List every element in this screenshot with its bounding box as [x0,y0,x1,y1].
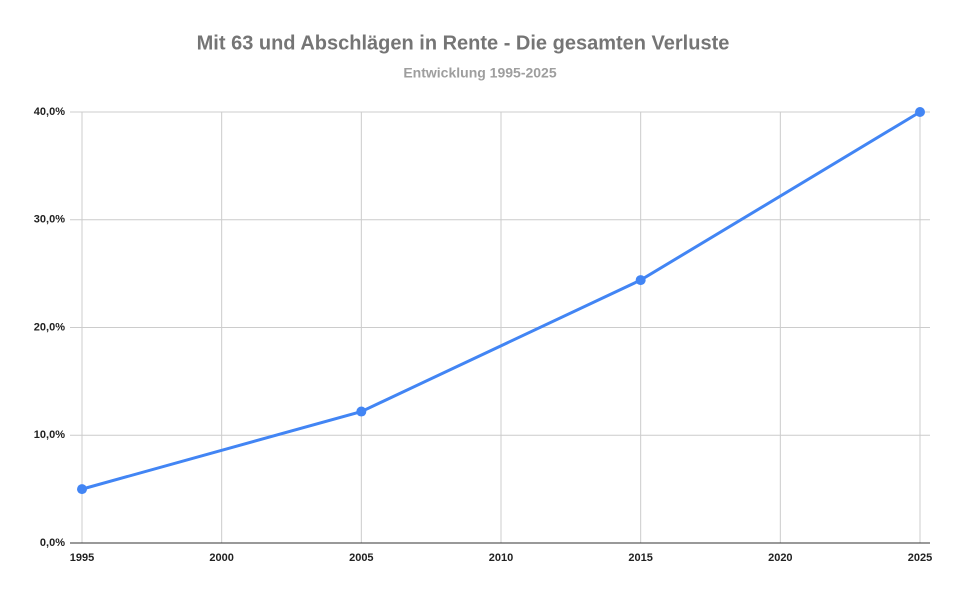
chart-title: Mit 63 und Abschlägen in Rente - Die ges… [197,32,730,54]
y-tick-label: 30,0% [34,214,65,226]
data-point [915,107,925,117]
y-tick-label: 0,0% [40,537,65,549]
y-tick-label: 20,0% [34,321,65,333]
x-tick-label: 2005 [349,552,373,564]
x-tick-label: 2010 [489,552,513,564]
y-tick-label: 10,0% [34,429,65,441]
x-tick-label: 2015 [628,552,652,564]
x-tick-label: 2020 [768,552,792,564]
data-line [81,110,921,491]
data-point [635,275,646,286]
chart-subtitle: Entwicklung 1995-2025 [403,65,557,81]
x-tick-label: 2025 [908,552,932,564]
x-tick-label: 1995 [70,552,94,564]
data-point [77,484,87,495]
x-tick-label: 2000 [209,552,233,564]
y-tick-label: 40,0% [34,106,65,118]
data-point [356,406,367,417]
